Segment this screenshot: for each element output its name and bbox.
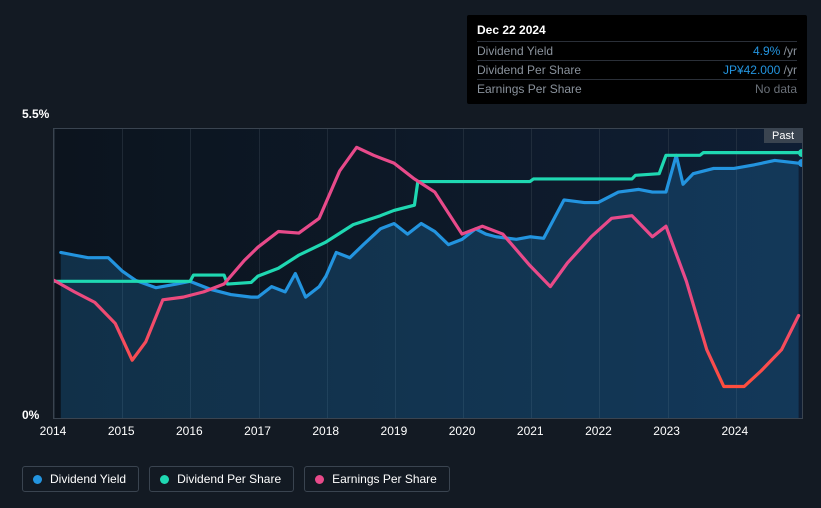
x-tick-label: 2017 <box>244 424 271 438</box>
tooltip-value: JP¥42.000 /yr <box>723 63 797 77</box>
chart-svg <box>54 129 802 418</box>
x-tick-label: 2015 <box>108 424 135 438</box>
y-axis-min-label: 0% <box>22 408 39 422</box>
legend-item-dividend-per-share[interactable]: Dividend Per Share <box>149 466 294 492</box>
x-tick-label: 2018 <box>312 424 339 438</box>
tooltip-date: Dec 22 2024 <box>477 21 797 41</box>
x-tick-label: 2014 <box>40 424 67 438</box>
x-axis: 2014201520162017201820192020202120222023… <box>53 424 803 444</box>
x-tick-label: 2023 <box>653 424 680 438</box>
chart-legend: Dividend Yield Dividend Per Share Earnin… <box>22 466 450 492</box>
x-tick-label: 2021 <box>517 424 544 438</box>
legend-label: Earnings Per Share <box>332 472 437 486</box>
x-tick-label: 2020 <box>449 424 476 438</box>
y-axis-max-label: 5.5% <box>22 107 49 121</box>
x-tick-label: 2016 <box>176 424 203 438</box>
tooltip-label: Dividend Per Share <box>477 63 581 77</box>
tooltip-label: Earnings Per Share <box>477 82 582 96</box>
x-tick-label: 2024 <box>721 424 748 438</box>
tooltip-value: No data <box>755 82 797 96</box>
tooltip-row-dividend-yield: Dividend Yield 4.9% /yr <box>477 41 797 60</box>
legend-dot-icon <box>33 475 42 484</box>
tooltip-row-dividend-per-share: Dividend Per Share JP¥42.000 /yr <box>477 60 797 79</box>
legend-label: Dividend Yield <box>50 472 126 486</box>
end-marker-dy <box>798 159 803 167</box>
x-tick-label: 2019 <box>381 424 408 438</box>
legend-dot-icon <box>160 475 169 484</box>
chart-plot-area[interactable]: Past <box>53 128 803 419</box>
tooltip-label: Dividend Yield <box>477 44 553 58</box>
past-badge: Past <box>764 129 802 143</box>
x-tick-label: 2022 <box>585 424 612 438</box>
legend-dot-icon <box>315 475 324 484</box>
legend-item-dividend-yield[interactable]: Dividend Yield <box>22 466 139 492</box>
end-marker-dps <box>798 149 803 157</box>
tooltip-value: 4.9% /yr <box>753 44 797 58</box>
legend-item-earnings-per-share[interactable]: Earnings Per Share <box>304 466 450 492</box>
chart-tooltip: Dec 22 2024 Dividend Yield 4.9% /yr Divi… <box>467 15 807 104</box>
tooltip-row-earnings-per-share: Earnings Per Share No data <box>477 79 797 98</box>
legend-label: Dividend Per Share <box>177 472 281 486</box>
